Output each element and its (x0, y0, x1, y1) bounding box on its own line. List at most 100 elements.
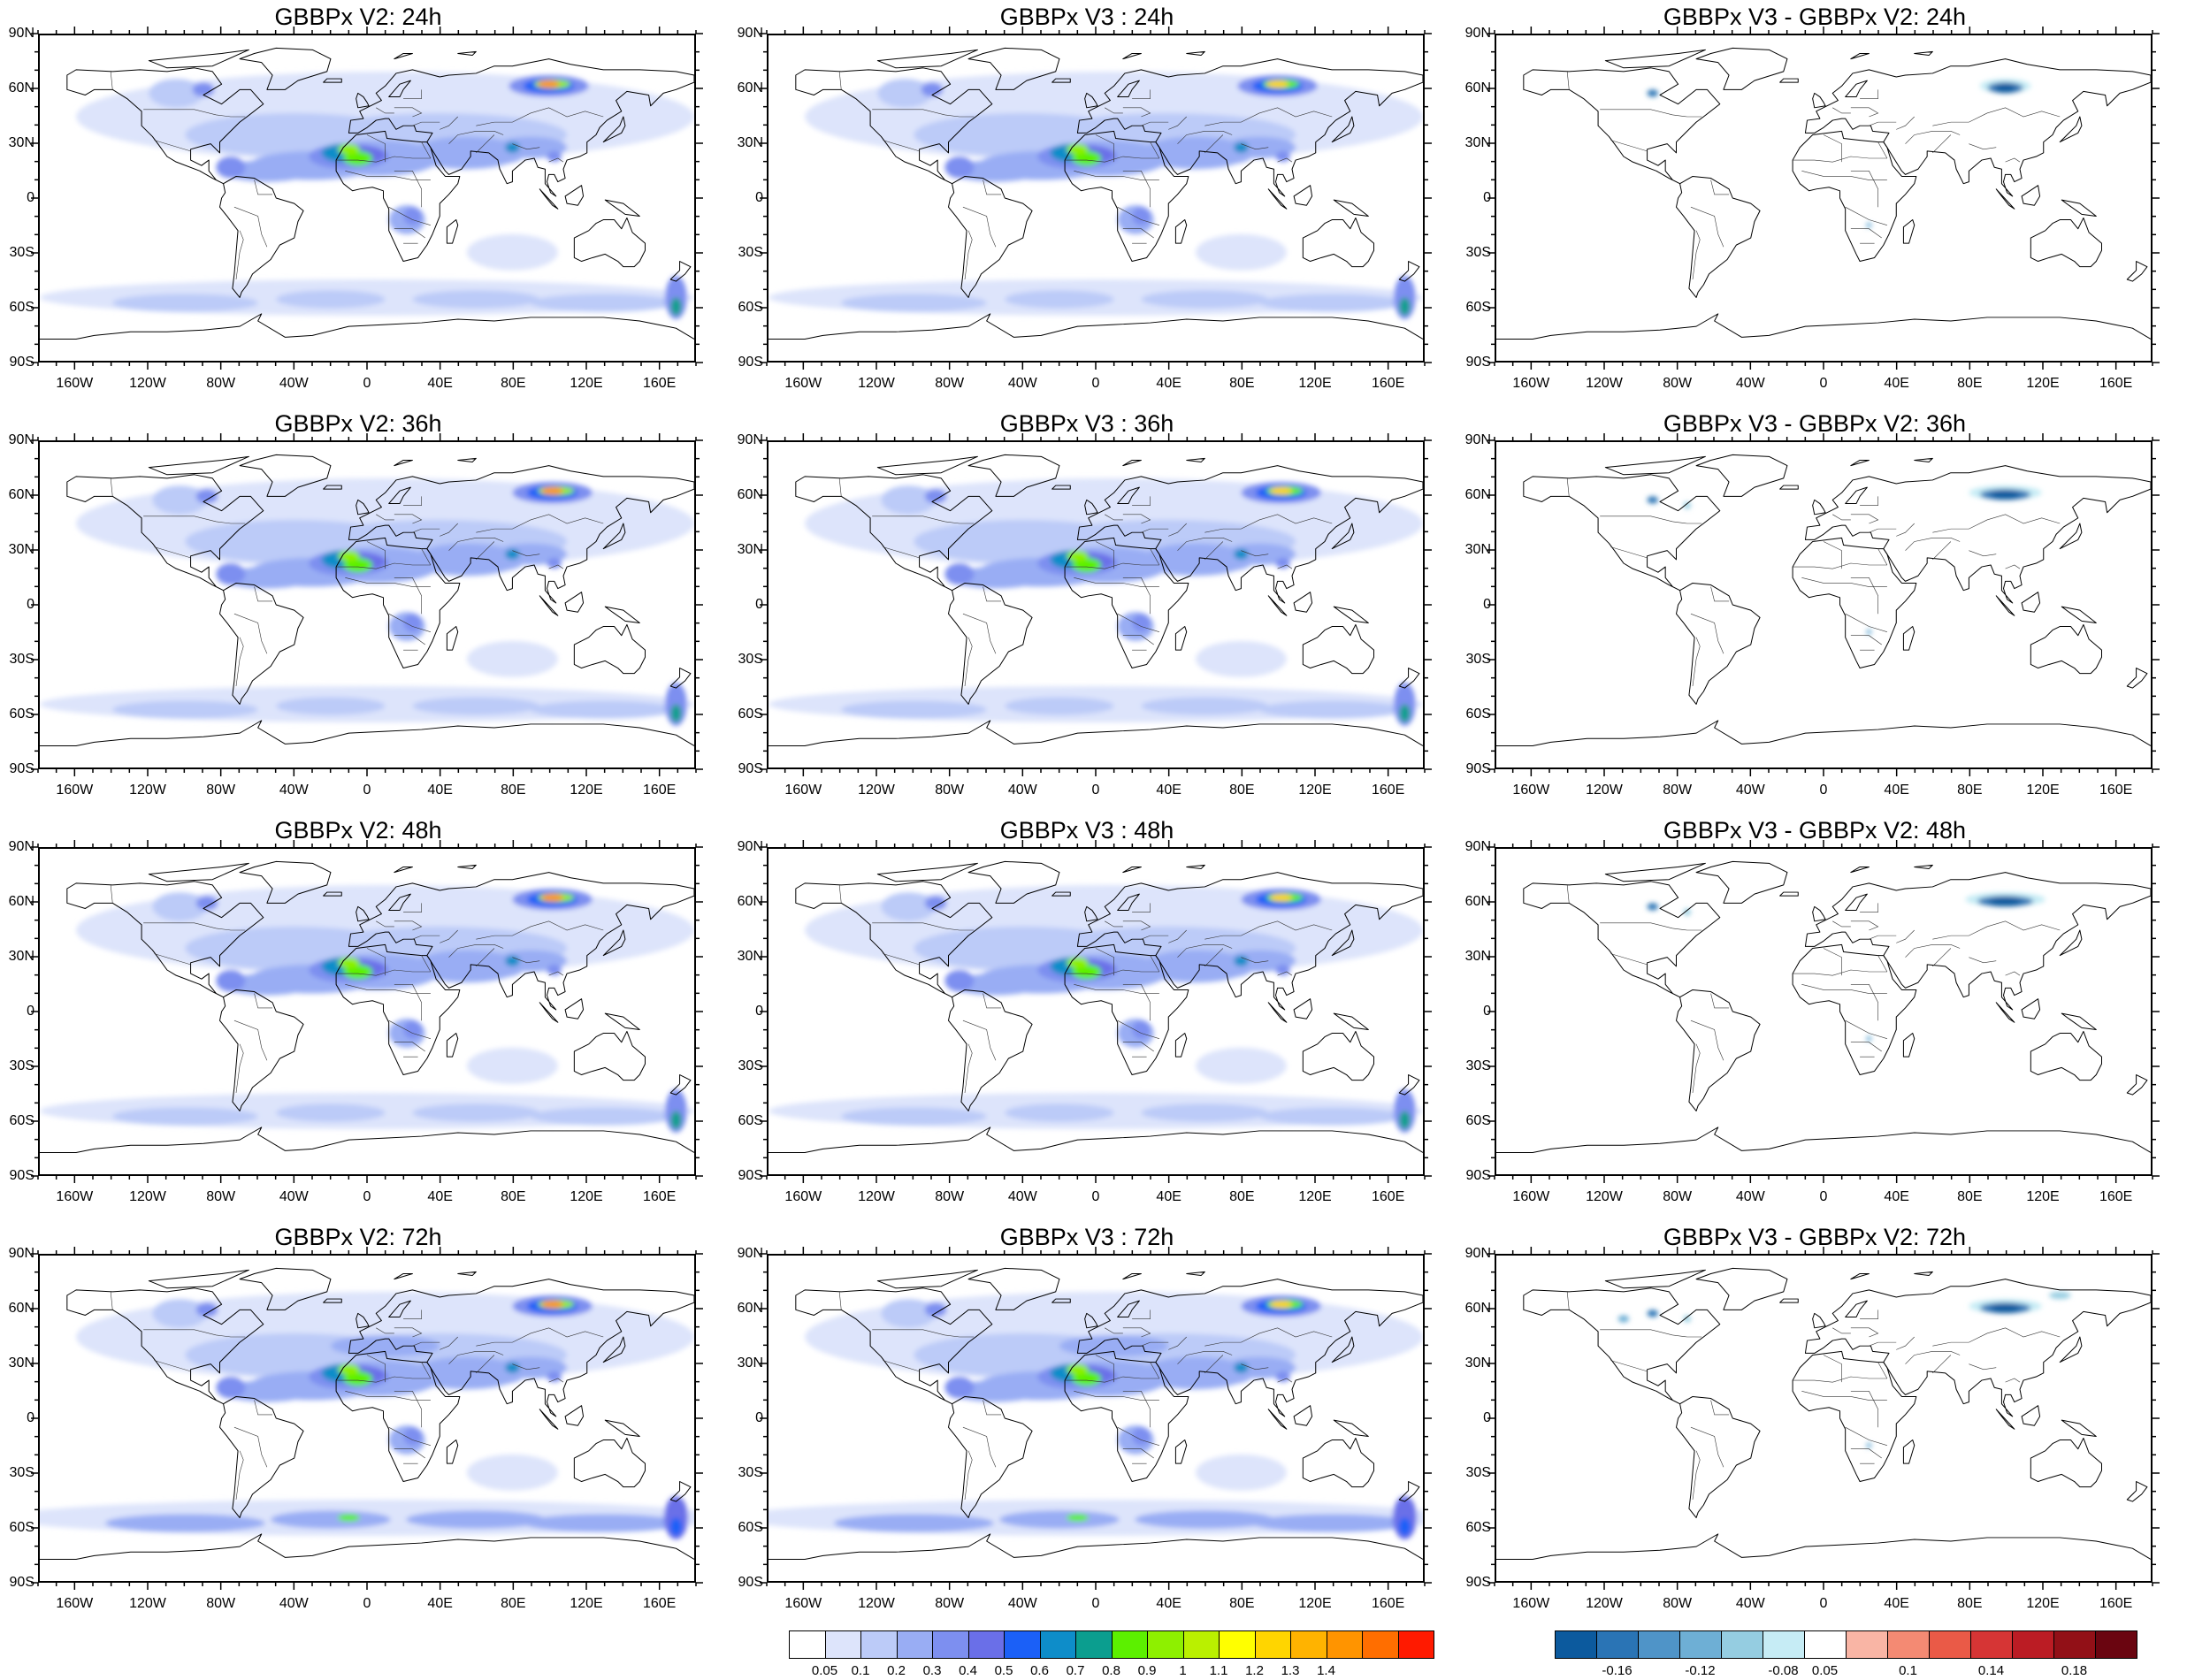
field-contour (1141, 1103, 1269, 1122)
country-border (1850, 1391, 1878, 1428)
field-contour (1067, 1363, 1089, 1375)
country-border (1141, 1341, 1169, 1347)
lon-label: 120W (858, 1189, 895, 1204)
lon-label: 80E (1229, 1189, 1255, 1204)
coastline (323, 78, 342, 83)
field-contour (1251, 1514, 1412, 1532)
diff-contour (1647, 89, 1658, 97)
lat-label: 60S (9, 1520, 34, 1535)
country-border (512, 143, 540, 150)
field-contour (944, 969, 975, 992)
colorbar-label: 0.8 (1102, 1663, 1120, 1678)
country-border (512, 550, 540, 557)
map-frame (1495, 440, 2153, 769)
country-border (1168, 116, 1187, 130)
field-contour (881, 485, 937, 515)
coastline (1812, 92, 1826, 109)
colorbar-label: 0.4 (959, 1663, 977, 1678)
country-border (1932, 920, 2061, 940)
field-contour (1072, 557, 1102, 573)
coastline (967, 1267, 1060, 1310)
lon-label: 80E (501, 376, 526, 391)
country-border (1845, 1426, 1887, 1446)
country-border (1832, 514, 1851, 521)
country-border (548, 971, 564, 976)
field-contour (152, 1299, 208, 1328)
coastline (1914, 1271, 1933, 1276)
country-border (1117, 1426, 1159, 1446)
lat-label: 90S (1465, 355, 1491, 370)
field-contour (104, 1514, 265, 1532)
country-border (1122, 228, 1154, 239)
colorbar-label: -0.12 (1685, 1663, 1716, 1678)
map-frame (38, 1254, 696, 1583)
lat-label: 60N (737, 487, 763, 502)
coastline (2061, 1419, 2097, 1437)
field-contour (406, 1510, 547, 1529)
map-frame (38, 847, 696, 1176)
coastline (1995, 1409, 2015, 1430)
field-contour (1234, 548, 1249, 560)
coastline-layer (769, 860, 1423, 1153)
diff-contour (1991, 490, 2020, 500)
lon-label: 40W (1735, 1189, 1765, 1204)
coastline (2030, 217, 2102, 268)
country-border (233, 613, 268, 654)
field-layer (1647, 485, 2042, 635)
border-layer (110, 1291, 604, 1501)
lat-label: 30N (1464, 1355, 1491, 1371)
country-border (1177, 1351, 1233, 1364)
coastline (2059, 523, 2083, 550)
coastline (948, 989, 1033, 1111)
lat-label: 30S (1465, 1465, 1491, 1480)
country-border (110, 884, 113, 904)
field-layer (40, 477, 694, 726)
border-layer (838, 884, 1333, 1094)
country-border (1600, 1329, 1702, 1338)
lon-label: 40E (1884, 376, 1909, 391)
field-contour (271, 1510, 391, 1529)
field-contour (1399, 704, 1411, 722)
map-svg (40, 1267, 694, 1560)
country-border (1095, 1355, 1114, 1383)
lat-label: 90N (8, 432, 34, 447)
country-border (421, 548, 432, 566)
field-contour (1259, 294, 1405, 312)
coastline (1064, 943, 1189, 1076)
field-contour (467, 1454, 558, 1491)
lat-label: 30S (9, 1465, 34, 1480)
coastline (1695, 454, 1788, 497)
lon-label: 120E (1298, 1596, 1332, 1611)
coastline (1122, 52, 1142, 60)
country-border (964, 1043, 973, 1094)
lon-label: 0 (1819, 1596, 1828, 1611)
coastline (356, 1312, 370, 1329)
map-panel: GBBPx V3 - GBBPx V2: 24h 90N 60N 30N 0 30S 60S… (1465, 4, 2160, 410)
diff-contour (1991, 1303, 2020, 1313)
coastline (1523, 474, 1721, 592)
coastline (795, 881, 993, 998)
map-svg (769, 454, 1423, 746)
panel-title: GBBPx V2: 72h (274, 1224, 442, 1250)
lon-label: 80E (1957, 376, 1983, 391)
lat-label: 30N (1464, 135, 1491, 150)
coastline (1850, 459, 1870, 467)
coastline-layer (1496, 1267, 2151, 1560)
border-layer (110, 884, 604, 1094)
lon-label: 160W (784, 376, 822, 391)
country-border (1869, 935, 1897, 940)
lat-label: 90N (8, 1246, 34, 1261)
coastline (1676, 175, 1761, 298)
field-contour (547, 150, 562, 163)
country-border (1932, 948, 1952, 967)
coastline (1186, 50, 1205, 56)
lon-label: 120W (129, 1189, 166, 1204)
coastline (1995, 595, 2015, 616)
lat-label: 90N (1464, 1246, 1491, 1261)
country-border (1122, 107, 1151, 118)
map-frame (767, 34, 1425, 363)
lon-label: 160E (2099, 1189, 2133, 1204)
country-border (412, 1341, 440, 1347)
coastline (1084, 1312, 1098, 1329)
border-layer (838, 477, 1333, 687)
